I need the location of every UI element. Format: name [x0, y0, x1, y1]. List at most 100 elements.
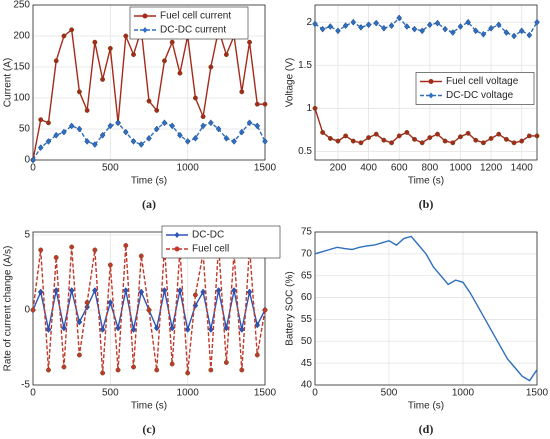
marker	[154, 367, 160, 373]
marker	[335, 27, 341, 35]
x-tick-label: 200	[330, 163, 347, 174]
marker	[61, 128, 67, 136]
marker	[231, 287, 237, 294]
y-tick-label: 200	[13, 31, 30, 42]
marker	[526, 31, 533, 39]
legend-label: DC-DC	[192, 230, 224, 241]
marker	[239, 367, 245, 373]
y-axis-label: Current (A)	[3, 58, 14, 107]
legend-label: DC-DC current	[160, 25, 226, 36]
marker	[115, 119, 121, 127]
marker	[130, 326, 137, 333]
marker	[246, 119, 253, 127]
marker	[457, 134, 463, 140]
marker	[312, 20, 318, 28]
marker	[208, 367, 214, 373]
y-tick-label: 50	[19, 124, 31, 135]
marker	[146, 98, 152, 104]
marker	[496, 131, 502, 137]
x-tick-label: 500	[102, 163, 119, 174]
marker	[161, 119, 168, 127]
marker	[76, 125, 83, 133]
marker	[419, 140, 425, 146]
marker	[381, 137, 387, 143]
marker	[122, 287, 129, 294]
marker	[84, 138, 90, 145]
marker	[262, 101, 268, 107]
legend-label: Fuel cell	[192, 244, 229, 255]
marker	[238, 326, 245, 333]
marker	[177, 131, 183, 139]
marker	[153, 125, 160, 133]
marker	[138, 141, 145, 148]
x-tick-label: 0	[30, 163, 36, 174]
marker	[254, 122, 261, 130]
marker	[388, 22, 395, 30]
marker	[262, 138, 268, 145]
marker	[518, 27, 525, 35]
marker	[449, 29, 456, 36]
y-tick-label: 5	[24, 230, 30, 241]
marker	[427, 21, 433, 29]
marker	[442, 138, 448, 144]
marker	[223, 134, 230, 142]
marker	[115, 324, 121, 332]
marker	[223, 360, 229, 365]
marker	[184, 326, 191, 333]
marker	[335, 138, 341, 144]
marker	[92, 39, 98, 45]
marker	[177, 287, 183, 294]
marker	[215, 125, 222, 133]
legend-marker	[142, 13, 148, 19]
marker	[442, 25, 448, 33]
marker	[38, 247, 44, 253]
marker	[92, 287, 98, 294]
marker	[100, 370, 106, 376]
x-tick-label: 1200	[480, 163, 503, 174]
marker	[488, 136, 494, 141]
marker	[503, 136, 509, 142]
legend-box	[415, 72, 535, 105]
marker	[115, 367, 121, 373]
marker	[472, 27, 479, 35]
marker	[123, 33, 129, 39]
y-tick-label: 75	[301, 227, 313, 238]
marker	[169, 122, 176, 130]
marker	[130, 138, 137, 145]
marker	[534, 133, 540, 139]
y-tick-label: 250	[13, 0, 30, 11]
marker	[503, 29, 510, 36]
y-tick-label: -5	[21, 380, 30, 391]
marker	[412, 136, 417, 142]
marker	[184, 138, 191, 145]
marker	[435, 131, 440, 137]
marker	[53, 58, 59, 64]
marker	[46, 367, 51, 373]
marker	[319, 25, 326, 33]
marker	[69, 244, 75, 250]
axes-box	[314, 4, 538, 161]
marker	[254, 101, 260, 107]
legend-marker	[428, 79, 434, 84]
marker	[350, 18, 357, 26]
marker	[146, 307, 152, 313]
marker	[68, 122, 75, 130]
marker	[208, 326, 214, 333]
marker	[404, 23, 410, 30]
marker	[92, 247, 98, 253]
x-tick-label: 1500	[254, 388, 277, 399]
marker	[411, 25, 418, 33]
marker	[138, 288, 145, 296]
marker	[169, 39, 175, 45]
x-tick-label: 500	[102, 388, 119, 399]
marker	[185, 370, 191, 376]
marker	[246, 288, 253, 296]
marker	[231, 138, 237, 145]
marker	[131, 364, 136, 370]
marker	[254, 321, 261, 329]
y-tick-label: 1	[306, 103, 312, 114]
x-axis-label: Time (s)	[131, 176, 167, 187]
marker	[327, 136, 333, 141]
marker	[465, 18, 471, 26]
